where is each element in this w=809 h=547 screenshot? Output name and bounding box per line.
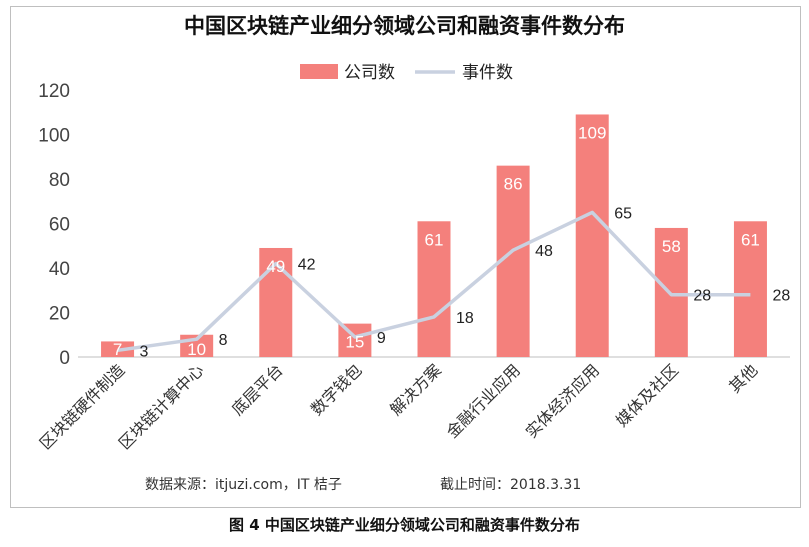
x-tick-label: 金融行业应用 [443, 360, 524, 441]
chart-title: 中国区块链产业细分领域公司和融资事件数分布 [184, 14, 625, 38]
legend-swatch-companies [300, 64, 338, 79]
legend-label-events: 事件数 [462, 63, 513, 83]
bar-7 [575, 114, 609, 357]
y-tick-label: 120 [38, 81, 70, 102]
line-value-label: 8 [219, 332, 228, 349]
y-tick-label: 100 [38, 126, 70, 147]
cutoff-date-note: 截止时间：2018.3.31 [440, 477, 582, 493]
bar-value-label: 61 [741, 230, 760, 249]
x-tick-label: 区块链计算中心 [115, 360, 208, 453]
y-tick-label: 20 [49, 304, 70, 325]
line-series [117, 210, 751, 353]
bar-5 [417, 221, 451, 357]
y-tick-label: 80 [49, 170, 70, 191]
bar-9 [733, 221, 767, 357]
data-source-note: 数据来源：itjuzi.com，IT 桔子 [145, 477, 342, 493]
bar-series [101, 114, 767, 357]
data-labels: 7 10 49 15 61 86 109 58 61 3 8 42 9 18 48 65 28 28 [113, 123, 791, 360]
x-tick-label: 数字钱包 [307, 360, 366, 419]
legend-label-companies: 公司数 [344, 63, 395, 83]
event-count-line [117, 210, 751, 353]
line-value-label: 9 [377, 330, 386, 347]
x-tick-label: 底层平台 [228, 360, 287, 419]
legend: 公司数 事件数 [300, 63, 513, 83]
line-value-label: 65 [614, 205, 632, 222]
bar-3 [259, 247, 293, 357]
x-tick-label: 实体经济应用 [522, 360, 603, 441]
line-value-label: 3 [140, 343, 149, 360]
line-value-label: 18 [456, 310, 474, 327]
y-tick-label: 40 [49, 259, 70, 280]
bar-value-label: 15 [345, 333, 364, 352]
x-tick-label: 媒体及社区 [612, 360, 682, 430]
line-value-label: 28 [693, 288, 711, 305]
x-tick-label: 解决方案 [386, 360, 445, 419]
bar-value-label: 109 [578, 123, 606, 142]
line-value-label: 48 [535, 243, 553, 260]
bar-value-label: 7 [113, 340, 122, 359]
bar-value-label: 58 [662, 237, 681, 256]
bar-value-label: 10 [187, 340, 206, 359]
bar-4 [338, 323, 372, 357]
bar-value-label: 49 [266, 257, 285, 276]
y-tick-label: 60 [49, 215, 70, 236]
bar-value-label: 86 [504, 175, 523, 194]
y-tick-label: 0 [59, 348, 70, 369]
line-value-label: 28 [772, 288, 790, 305]
figure-caption: 图 4 中国区块链产业细分领域公司和融资事件数分布 [229, 516, 580, 534]
x-tick-label: 其他 [725, 360, 761, 396]
bar-value-label: 61 [425, 230, 444, 249]
line-value-label: 42 [298, 257, 316, 274]
